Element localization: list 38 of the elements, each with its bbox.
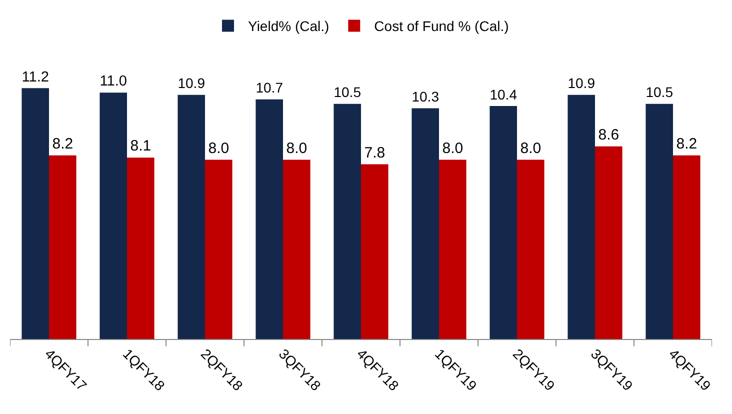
data-label: 8.2 — [52, 135, 74, 152]
bar — [439, 160, 466, 339]
bar — [178, 94, 205, 339]
bar — [49, 155, 76, 339]
data-label: 8.6 — [598, 126, 620, 144]
data-label: 10.4 — [490, 86, 518, 102]
data-label: 8.0 — [208, 140, 230, 157]
bar — [22, 88, 49, 339]
data-label: 10.5 — [334, 84, 362, 100]
bar — [205, 160, 232, 339]
data-label: 10.5 — [646, 84, 674, 100]
bar — [490, 106, 517, 339]
bar — [517, 160, 544, 339]
bar — [595, 146, 622, 339]
data-label: 10.9 — [178, 75, 206, 92]
data-label: 7.8 — [364, 144, 386, 162]
legend-label: Cost of Fund % (Cal.) — [374, 18, 509, 34]
bar — [646, 104, 673, 339]
data-label: 10.3 — [412, 88, 440, 105]
legend-label: Yield% (Cal.) — [248, 18, 330, 34]
data-label: 11.0 — [100, 74, 127, 90]
data-label: 11.2 — [22, 69, 49, 86]
data-label: 10.7 — [256, 80, 284, 96]
bar — [283, 160, 310, 339]
bar — [127, 158, 154, 339]
data-label: 8.0 — [442, 140, 464, 157]
bar — [256, 99, 283, 339]
data-label: 8.2 — [676, 135, 698, 152]
bar — [100, 92, 127, 339]
data-label: 10.9 — [568, 75, 596, 92]
bar — [361, 164, 388, 339]
bar — [334, 104, 361, 339]
data-label: 8.1 — [130, 138, 152, 155]
bar — [568, 94, 595, 339]
data-label: 8.0 — [286, 140, 308, 157]
data-label: 8.0 — [520, 140, 542, 157]
bar — [673, 155, 700, 339]
bar — [412, 108, 439, 339]
